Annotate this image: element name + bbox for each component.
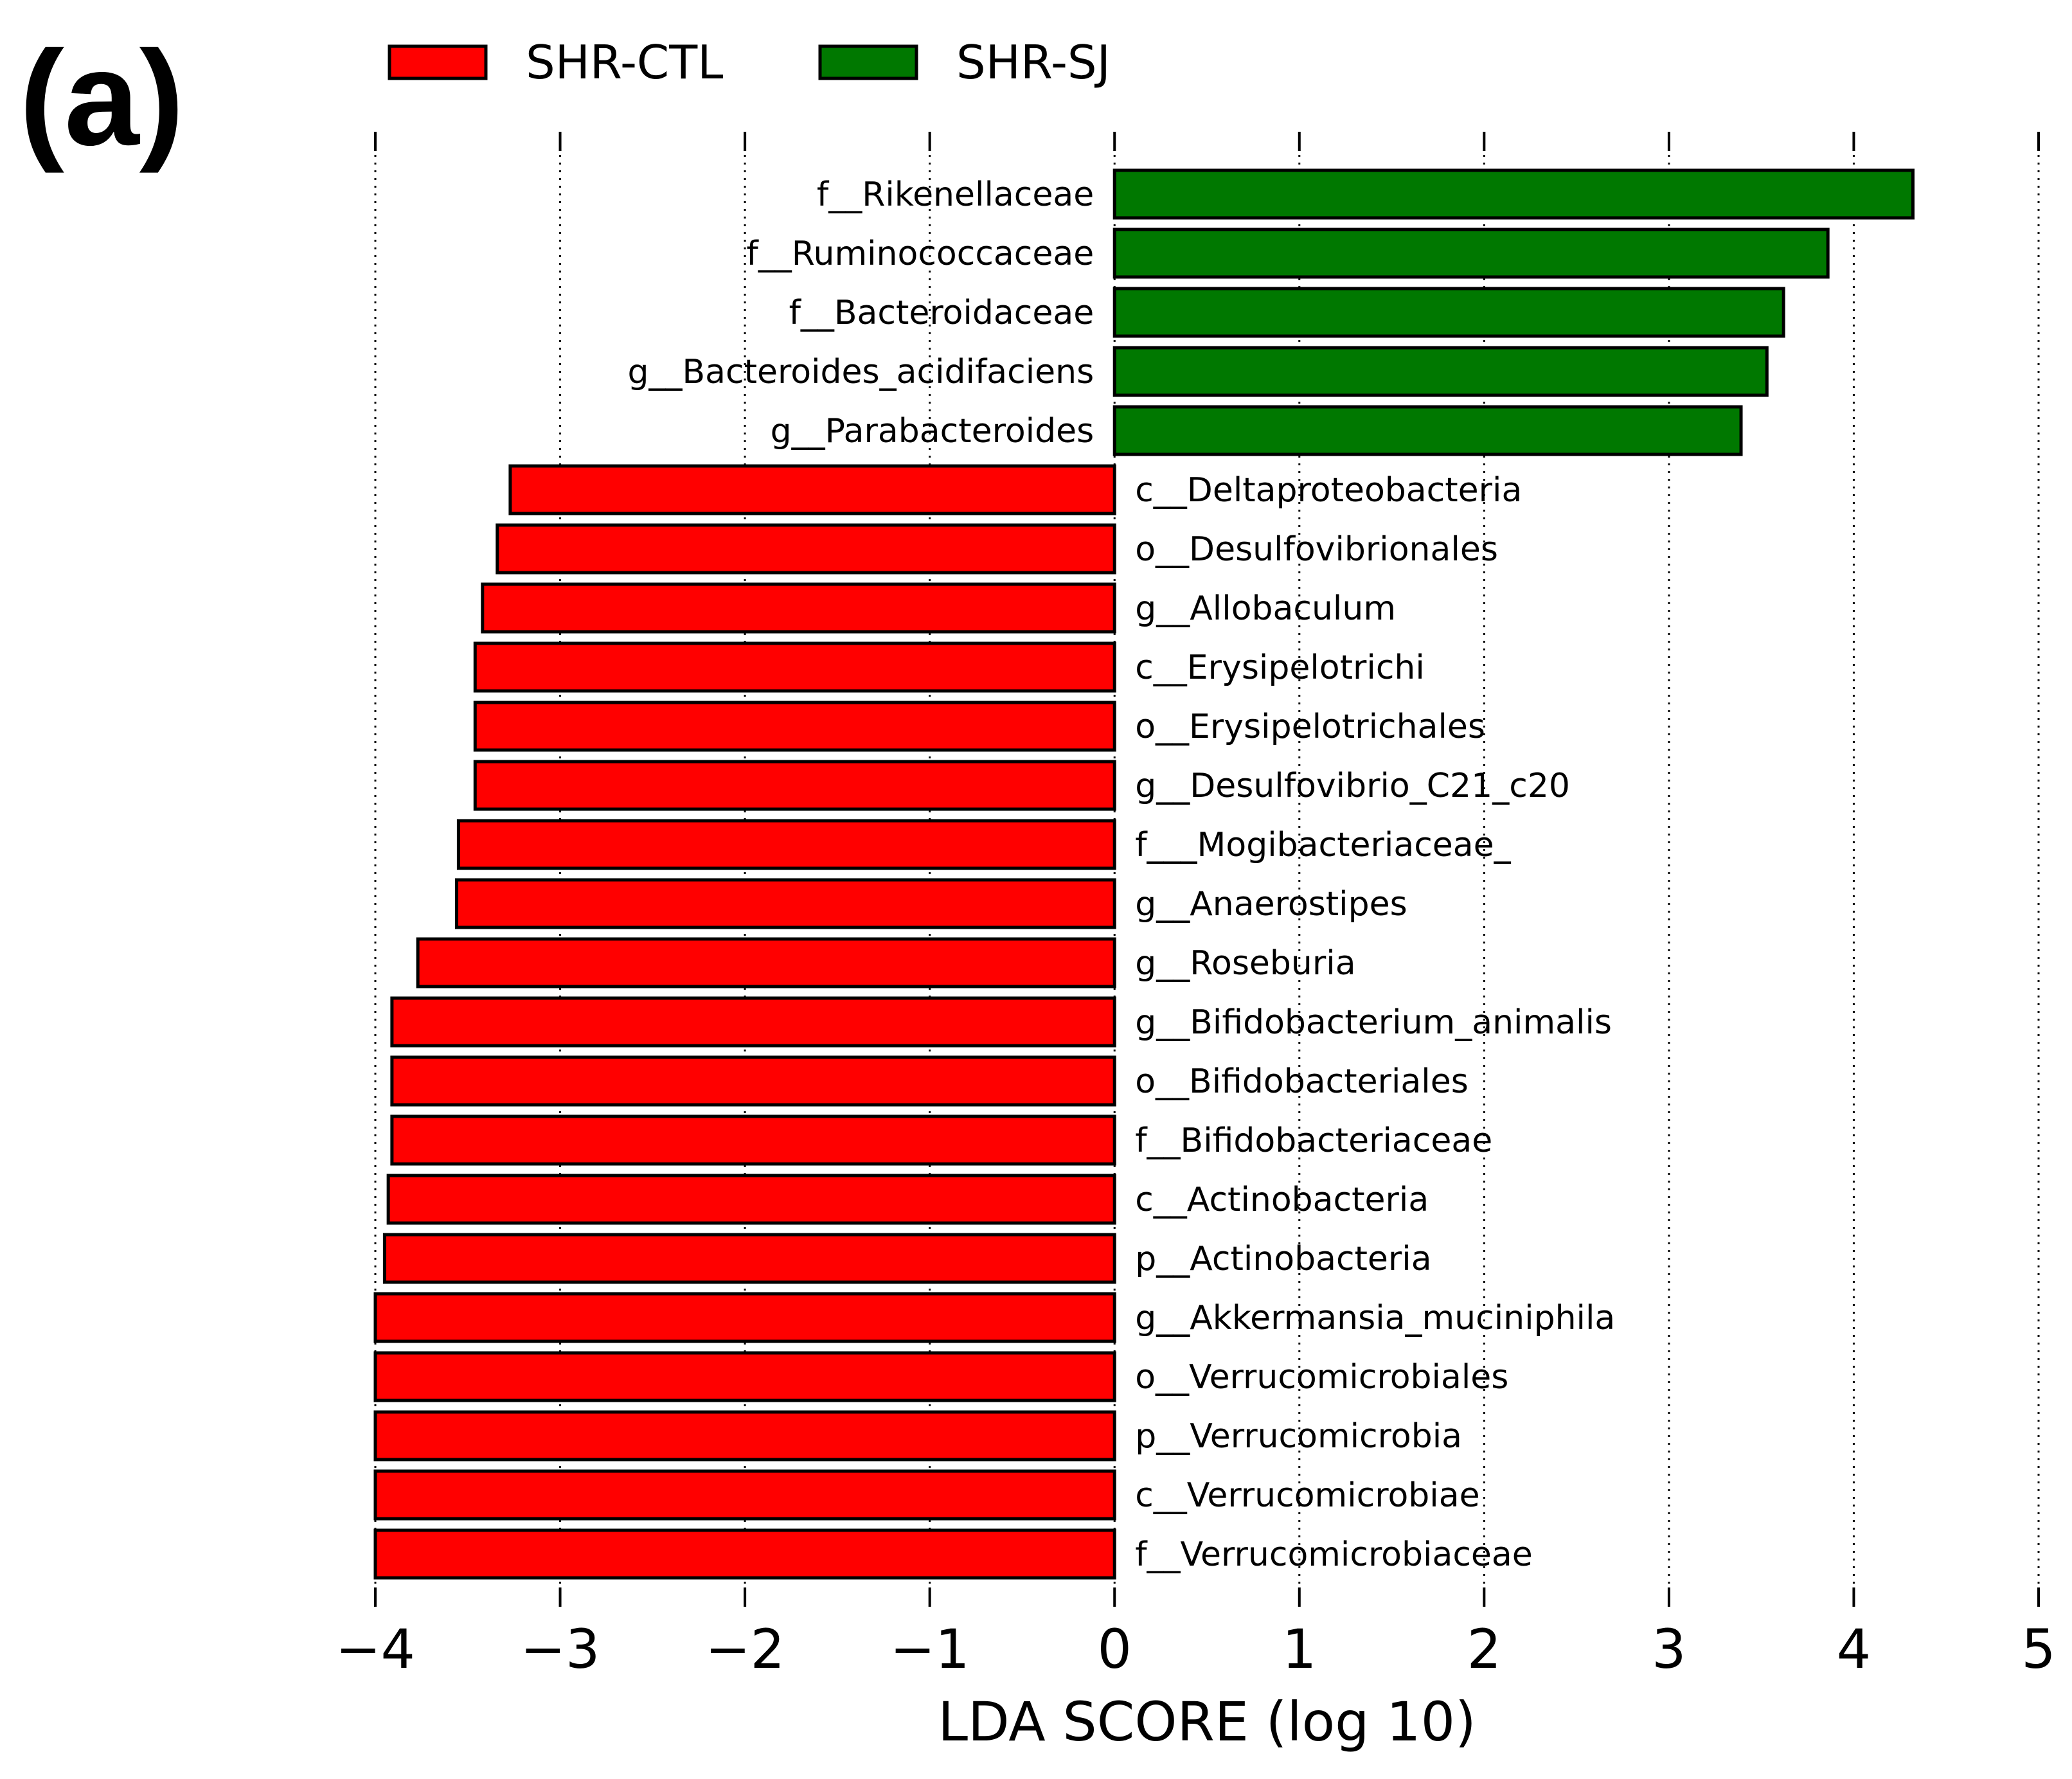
bar: [373, 1410, 1116, 1462]
bar-label: f___Mogibacteriaceae_: [1135, 826, 1511, 864]
x-tick-label: 2: [1467, 1618, 1501, 1681]
x-tick-label: 5: [2021, 1618, 2055, 1681]
bar-label: f__Rikenellaceae: [817, 175, 1094, 214]
bar: [1112, 405, 1743, 456]
x-tick-label: −2: [705, 1618, 785, 1681]
bar-label: o__Verrucomicrobiales: [1135, 1358, 1508, 1397]
bar-labels: f__Rikenellaceae f__Ruminococcaceae f__Bac…: [628, 175, 1616, 1574]
bar-label: g__Bifidobacterium_animalis: [1135, 1003, 1612, 1042]
bar-label: f__Ruminococcaceae: [746, 235, 1094, 273]
x-axis: −4 −3 −2 −1 0 1 2 3 4 5: [335, 132, 2056, 1681]
bar: [416, 937, 1116, 988]
legend-swatch-shr-ctl: [388, 44, 488, 80]
x-tick-label: 4: [1837, 1618, 1871, 1681]
bar-label: o__Bifidobacteriales: [1135, 1062, 1469, 1101]
bar: [473, 641, 1116, 693]
bar: [1112, 228, 1830, 279]
bars: [373, 168, 1915, 1580]
bar: [508, 464, 1116, 515]
bar-label: p__Actinobacteria: [1135, 1240, 1431, 1278]
x-tick-label: −1: [890, 1618, 970, 1681]
x-tick-label: 3: [1652, 1618, 1686, 1681]
x-tick-label: −3: [521, 1618, 600, 1681]
bar: [382, 1233, 1116, 1284]
bar: [373, 1528, 1116, 1580]
bar-label: g__Allobaculum: [1135, 589, 1396, 628]
bar: [496, 523, 1116, 575]
bar-label: g__Bacteroides_acidifaciens: [628, 353, 1094, 391]
bar-label: g__Anaerostipes: [1135, 885, 1407, 924]
bar: [473, 701, 1116, 752]
bar: [1112, 287, 1785, 338]
bar-label: f__Verrucomicrobiaceae: [1135, 1535, 1533, 1574]
bar: [455, 878, 1116, 929]
bar-label: c__Erysipelotrichi: [1135, 648, 1425, 687]
legend-label-shr-ctl: SHR-CTL: [526, 35, 723, 89]
x-tick-label: −4: [335, 1618, 415, 1681]
bar-label: o__Desulfovibrionales: [1135, 530, 1498, 569]
bar-label: g__Parabacteroides: [771, 412, 1094, 451]
x-tick-label: 1: [1282, 1618, 1316, 1681]
bar: [386, 1174, 1116, 1225]
bar-label: g__Desulfovibrio_C21_c20: [1135, 767, 1570, 805]
bar: [473, 760, 1116, 811]
bar-label: g__Roseburia: [1135, 944, 1355, 983]
x-tick-label: 0: [1097, 1618, 1131, 1681]
bar: [1112, 346, 1769, 397]
bar: [373, 1469, 1116, 1521]
bar: [456, 819, 1116, 870]
legend: SHR-CTL SHR-SJ: [388, 35, 1111, 89]
legend-swatch-shr-sj: [818, 44, 918, 80]
bar-label: c__Verrucomicrobiae: [1135, 1476, 1479, 1515]
bar: [390, 1055, 1116, 1107]
bar-label: f__Bifidobacteriaceae: [1135, 1122, 1492, 1160]
bar: [481, 582, 1116, 634]
bar-label: g__Akkermansia_muciniphila: [1135, 1299, 1615, 1337]
x-axis-title: LDA SCORE (log 10): [938, 1690, 1476, 1753]
bar-label: c__Deltaproteobacteria: [1135, 471, 1522, 510]
legend-label-shr-sj: SHR-SJ: [956, 35, 1111, 89]
bar-label: f__Bacteroidaceae: [789, 294, 1094, 332]
bar-label: p__Verrucomicrobia: [1135, 1417, 1462, 1456]
panel-label: (a): [19, 22, 184, 174]
bar-label: o__Erysipelotrichales: [1135, 708, 1485, 746]
bar: [373, 1292, 1116, 1343]
bar: [390, 1114, 1116, 1166]
bar: [390, 996, 1116, 1048]
bar: [373, 1351, 1116, 1402]
bar-label: c__Actinobacteria: [1135, 1181, 1429, 1219]
bar: [1112, 168, 1915, 220]
